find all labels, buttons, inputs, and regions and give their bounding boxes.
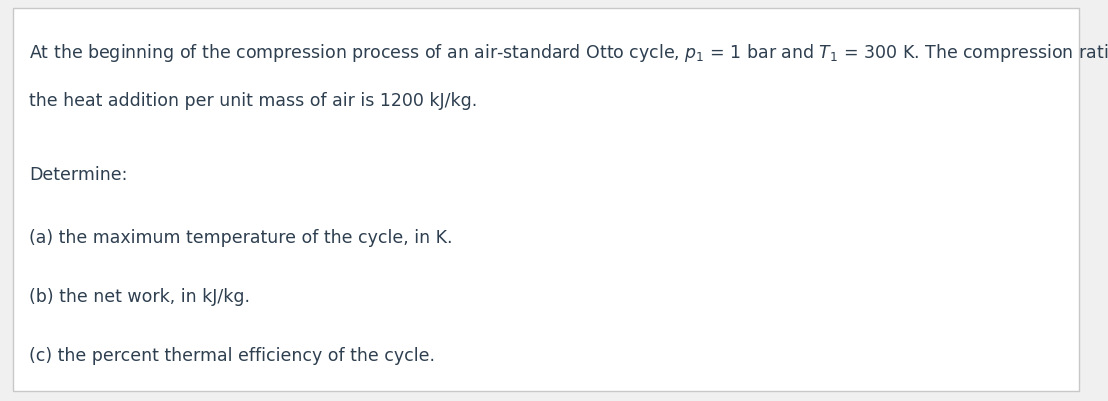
Text: (c) the percent thermal efficiency of the cycle.: (c) the percent thermal efficiency of th… (29, 347, 434, 365)
Text: (b) the net work, in kJ/kg.: (b) the net work, in kJ/kg. (29, 288, 249, 306)
FancyBboxPatch shape (13, 8, 1079, 391)
Text: Determine:: Determine: (29, 166, 127, 184)
Text: the heat addition per unit mass of air is 1200 kJ/kg.: the heat addition per unit mass of air i… (29, 92, 478, 110)
Text: At the beginning of the compression process of an air-standard Otto cycle, $p_1$: At the beginning of the compression proc… (29, 42, 1108, 64)
Text: (a) the maximum temperature of the cycle, in K.: (a) the maximum temperature of the cycle… (29, 229, 452, 247)
